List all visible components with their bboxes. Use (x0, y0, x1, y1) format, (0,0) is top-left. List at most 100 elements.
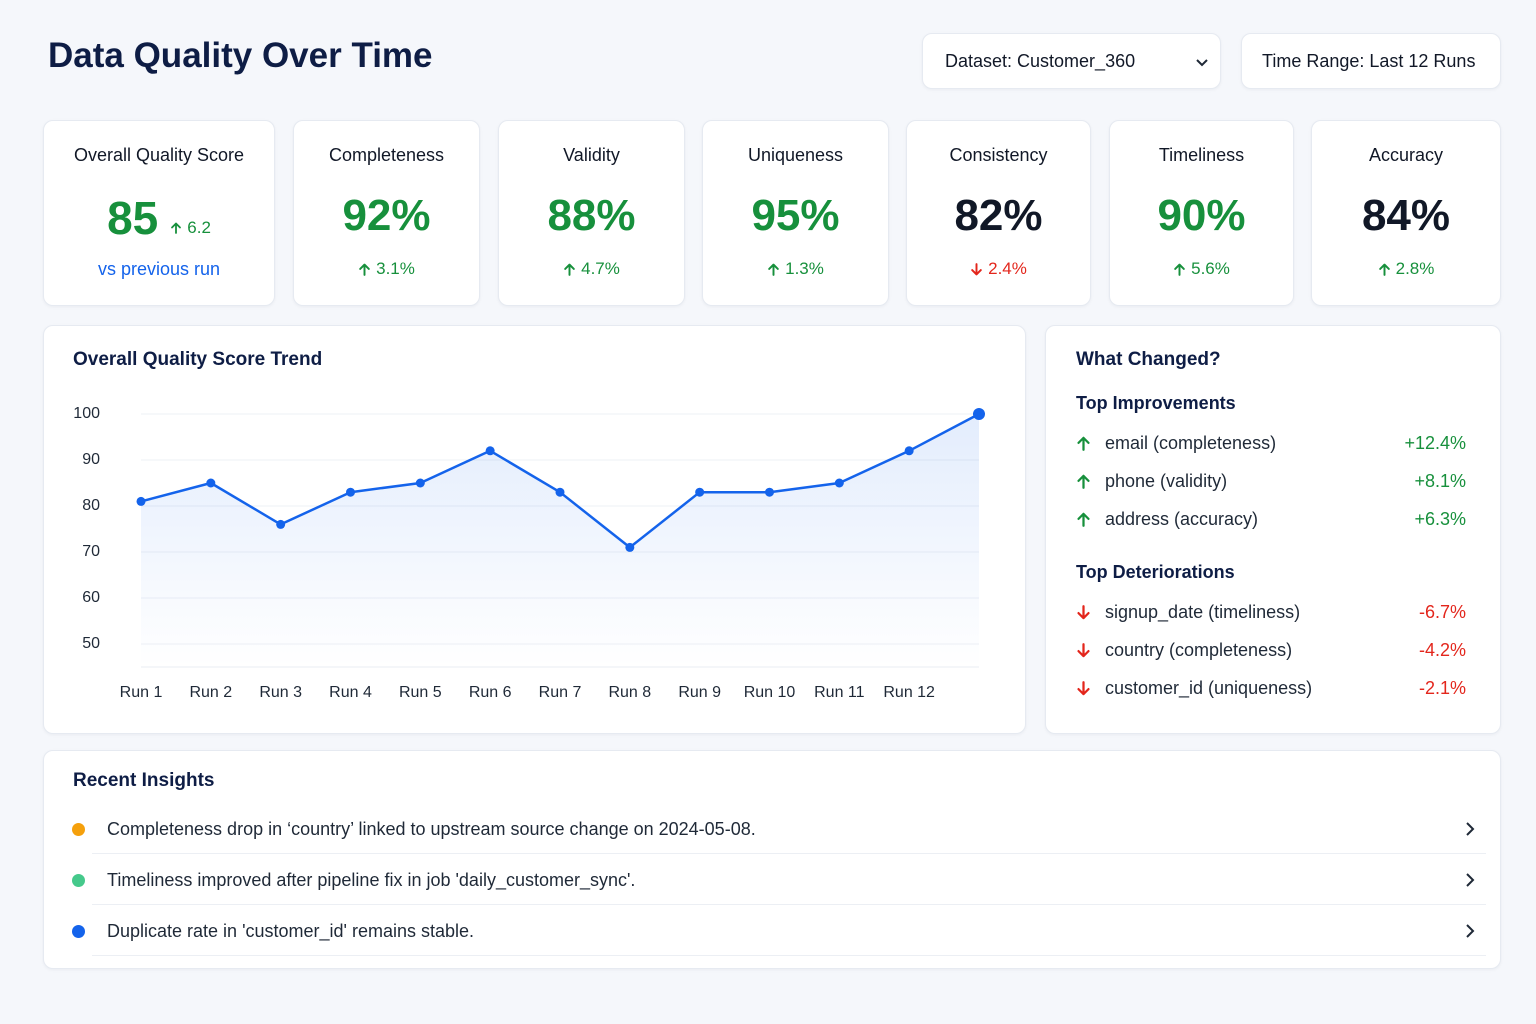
y-tick-label: 60 (82, 589, 100, 606)
arrow-path (1077, 436, 1090, 451)
arrow-path (1077, 604, 1090, 619)
kpi-label: Timeliness (1158, 145, 1245, 165)
change-item: address (accuracy) +6.3% (1076, 507, 1466, 531)
kpi-label: Accuracy (1368, 145, 1444, 165)
time-range-label: Time Range: Last 12 Runs (1262, 50, 1476, 71)
data-point (206, 478, 216, 488)
kpi-label: Completeness (328, 145, 445, 165)
kpi-label: Uniqueness (747, 145, 844, 165)
kpi-value: 88% (547, 191, 636, 240)
data-point (136, 496, 146, 506)
x-tick-label: Run 12 (883, 684, 935, 701)
chart-title: Overall Quality Score Trend (73, 349, 323, 370)
change-value: +12.4% (1404, 432, 1466, 453)
chevron-down (1196, 59, 1208, 67)
data-point (695, 487, 705, 497)
trend-arrow (1077, 436, 1090, 451)
x-tick-label: Run 1 (120, 684, 163, 701)
dataset-dropdown[interactable]: Dataset: Customer_360 (922, 33, 1221, 89)
arrow-path (1077, 474, 1090, 489)
trend-arrow (1077, 680, 1090, 695)
data-point (415, 478, 425, 488)
arrow-path (1077, 680, 1090, 695)
change-field: phone (validity) (1105, 470, 1228, 491)
section-subtitle: Top Deteriorations (1076, 562, 1235, 582)
kpi-card: Consistency 82% 2.4% (906, 120, 1091, 306)
kpi-value: 92% (342, 191, 431, 240)
data-point (834, 478, 844, 488)
x-tick-label: Run 3 (259, 684, 302, 701)
kpi-value-row: 85 6.2 (44, 191, 274, 245)
changes-card: What Changed? Top Improvements email (com… (1045, 325, 1501, 734)
y-tick-label: 100 (73, 405, 100, 422)
status-dot (72, 873, 85, 887)
kpi-delta: 3.1% (294, 259, 479, 279)
area-fill (141, 414, 979, 667)
kpi-delta-value: 5.6% (1191, 259, 1230, 278)
kpi-card: Completeness 92% 3.1% (293, 120, 480, 306)
x-tick-label: Run 9 (678, 684, 721, 701)
chevron-right (1466, 924, 1475, 938)
section-subtitle: Top Improvements (1076, 393, 1236, 413)
y-tick-label: 80 (82, 497, 100, 514)
change-field: email (completeness) (1105, 432, 1277, 453)
arrow-path (564, 263, 575, 276)
data-point (904, 446, 914, 456)
insights-card: Recent Insights Completeness drop in ‘co… (43, 750, 1501, 969)
x-tick-label: Run 4 (329, 684, 372, 701)
arrow-path (1077, 512, 1090, 527)
status-dot (72, 924, 85, 938)
kpi-delta: 4.7% (499, 259, 684, 279)
insights-title: Recent Insights (73, 770, 215, 791)
kpi-delta: 2.8% (1312, 259, 1500, 279)
kpi-delta-value: 1.3% (785, 259, 824, 278)
data-point (625, 542, 635, 552)
trend-arrow (768, 263, 779, 276)
arrow-path (1077, 642, 1090, 657)
kpi-note: vs previous run (97, 259, 221, 279)
insight-row[interactable]: Timeliness improved after pipeline fix i… (72, 856, 1486, 905)
change-value: -4.2% (1418, 639, 1466, 660)
kpi-delta: 6.2 (170, 218, 211, 238)
kpi-label: Validity (563, 145, 620, 165)
chevron-right (1466, 873, 1475, 887)
chevron-right (1466, 822, 1475, 836)
trend-arrow (1077, 604, 1090, 619)
kpi-delta-value: 2.4% (988, 259, 1027, 278)
change-field: signup_date (timeliness) (1105, 601, 1301, 622)
kpi-delta-value: 4.7% (581, 259, 620, 278)
kpi-value: 90% (1157, 191, 1246, 240)
change-field: country (completeness) (1105, 639, 1293, 660)
time-range-dropdown[interactable]: Time Range: Last 12 Runs (1241, 33, 1501, 89)
insight-row[interactable]: Duplicate rate in 'customer_id' remains … (72, 907, 1486, 956)
change-value: -2.1% (1418, 677, 1466, 698)
change-item: phone (validity) +8.1% (1076, 469, 1466, 493)
data-point (555, 487, 565, 497)
change-value: -6.7% (1418, 601, 1466, 622)
dataset-label: Dataset: Customer_360 (945, 50, 1136, 71)
kpi-value: 85 (107, 192, 159, 244)
kpi-value: 82% (954, 191, 1043, 240)
kpi-card: Uniqueness 95% 1.3% (702, 120, 889, 306)
change-item: customer_id (uniqueness) -2.1% (1076, 676, 1466, 700)
insight-text: Duplicate rate in 'customer_id' remains … (107, 920, 475, 941)
change-value: +8.1% (1414, 470, 1466, 491)
x-tick-label: Run 2 (189, 684, 232, 701)
x-tick-label: Run 5 (399, 684, 442, 701)
trend-arrow (171, 222, 182, 234)
insight-row[interactable]: Completeness drop in ‘country’ linked to… (72, 805, 1486, 854)
kpi-value: 95% (751, 191, 840, 240)
kpi-card: Accuracy 84% 2.8% (1311, 120, 1501, 306)
change-value: +6.3% (1414, 508, 1466, 529)
kpi-delta-value: 6.2 (187, 218, 211, 237)
kpi-card: Timeliness 90% 5.6% (1109, 120, 1294, 306)
arrow-path (171, 222, 182, 234)
trend-arrow (1378, 263, 1390, 276)
chevron-path (1466, 822, 1475, 836)
chevron-path (1466, 873, 1475, 887)
x-tick-label: Run 8 (608, 684, 651, 701)
trend-arrow (1174, 263, 1185, 276)
trend-card: Overall Quality Score Trend 50 60 70 80 90 10… (43, 325, 1026, 734)
x-tick-label: Run 6 (469, 684, 512, 701)
change-field: address (accuracy) (1105, 508, 1259, 529)
